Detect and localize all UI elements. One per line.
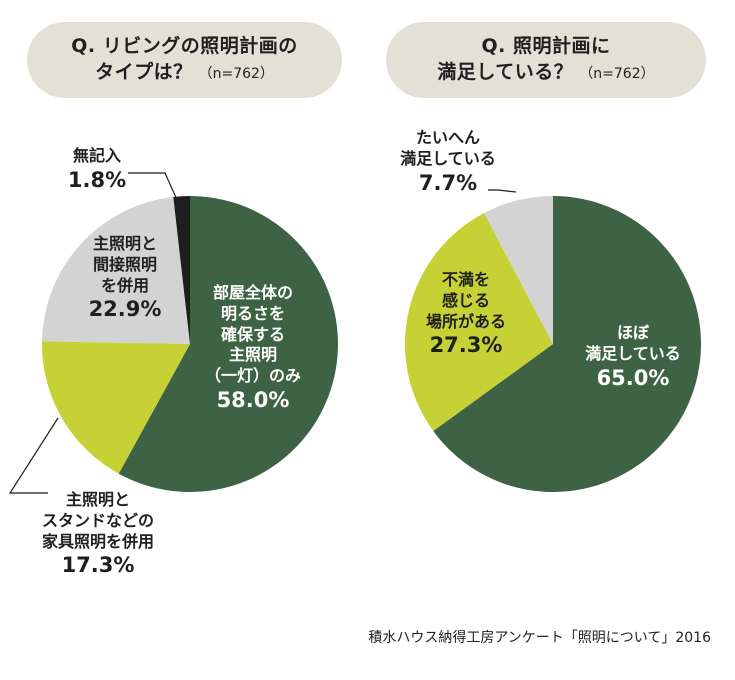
- slice-label-mostly-satisfied: ほぼ 満足している 65.0%: [573, 323, 693, 392]
- slice-name-mostly-l1: ほぼ: [616, 323, 649, 342]
- slice-name-main-only-l5: （一灯）のみ: [204, 366, 301, 386]
- question-line-2: タイプは？: [95, 60, 193, 83]
- slice-name-main-only-l4: 主照明: [228, 345, 277, 365]
- pie-chart-lighting-type: [8, 172, 338, 494]
- slice-name-indirect-l1: 主照明と: [92, 234, 157, 253]
- slice-name-main-only-l1: 部屋全体の: [212, 283, 293, 302]
- slice-label-no-answer: 無記入 1.8%: [62, 146, 132, 194]
- slice-pct-indirect: 22.9%: [88, 297, 162, 322]
- question-pill: Q. 照明計画に 満足している？ （n=762）: [386, 22, 706, 98]
- slice-pct-very: 7.7%: [418, 170, 478, 195]
- satisfaction-slice-2: [484, 196, 553, 344]
- slice-name-furniture-l3: 家具照明を併用: [41, 531, 154, 551]
- question-line-1: Q. 照明計画に: [481, 35, 611, 57]
- lighting-type-slice-2: [42, 196, 190, 344]
- sample-size: （n=762）: [198, 65, 274, 82]
- lighting-type-slice-0: [118, 196, 338, 492]
- slice-name-very-l1: たいへん: [415, 128, 480, 147]
- slice-name-main-only-l3: 確保する: [220, 324, 285, 344]
- slice-label-main-only: 部屋全体の 明るさを 確保する 主照明 （一灯）のみ 58.0%: [188, 283, 318, 414]
- slice-label-indirect: 主照明と 間接照明 を併用 22.9%: [70, 234, 180, 324]
- slice-pct-no-answer: 1.8%: [67, 167, 127, 192]
- slice-label-furniture: 主照明と スタンドなどの 家具照明を併用 17.3%: [18, 490, 178, 580]
- lighting-type-slice-1: [42, 341, 190, 474]
- slice-name-dissatisfied-l3: 場所がある: [425, 311, 506, 331]
- satisfaction-slice-0: [433, 196, 701, 493]
- pie-chart-satisfaction: [405, 189, 701, 493]
- leader-no-answer: [128, 172, 179, 203]
- slice-label-very-satisfied: たいへん 満足している 7.7%: [388, 128, 508, 197]
- slice-label-dissatisfied: 不満を 感じる 場所がある 27.3%: [416, 270, 516, 360]
- slice-pct-main-only: 58.0%: [216, 387, 290, 412]
- chart-panel-satisfaction: Q. 照明計画に 満足している？ （n=762） ほぼ 満足している 65.0% …: [368, 0, 735, 620]
- slice-pct-mostly: 65.0%: [596, 365, 670, 390]
- chart-panel-lighting-type: Q. リビングの照明計画の タイプは？ （n=762） 部屋全体の 明るさを 確保…: [0, 0, 367, 620]
- sample-size: （n=762）: [579, 65, 655, 82]
- slice-name-furniture-l1: 主照明と: [65, 490, 130, 509]
- satisfaction-slice-1: [405, 212, 553, 431]
- slice-pct-dissatisfied: 27.3%: [429, 333, 503, 358]
- slice-name-very-l2: 満足している: [400, 148, 496, 168]
- question-pill: Q. リビングの照明計画の タイプは？ （n=762）: [27, 22, 342, 98]
- leader-furniture: [8, 417, 59, 494]
- slice-name-no-answer: 無記入: [72, 146, 121, 165]
- slice-name-mostly-l2: 満足している: [585, 343, 681, 363]
- source-caption: 積水ハウス納得工房アンケート「照明について」2016: [368, 630, 711, 646]
- slice-name-dissatisfied-l2: 感じる: [441, 290, 490, 310]
- slice-pct-furniture: 17.3%: [61, 553, 135, 578]
- lighting-type-slice-3: [173, 196, 190, 344]
- slice-name-main-only-l2: 明るさを: [220, 303, 285, 323]
- question-line-2: 満足している？: [437, 60, 574, 83]
- slice-name-indirect-l3: を併用: [100, 275, 149, 295]
- slice-name-furniture-l2: スタンドなどの: [41, 510, 154, 530]
- leader-very-satisfied: [488, 189, 517, 193]
- slice-name-dissatisfied-l1: 不満を: [441, 270, 490, 289]
- question-line-1: Q. リビングの照明計画の: [71, 35, 298, 57]
- slice-name-indirect-l2: 間接照明: [92, 254, 157, 274]
